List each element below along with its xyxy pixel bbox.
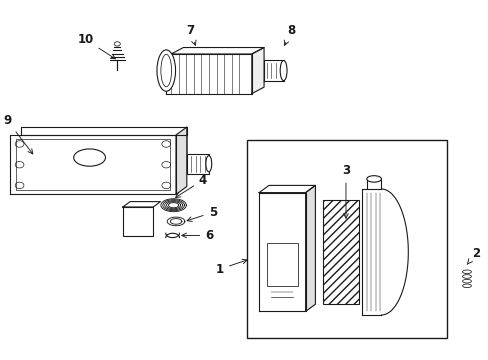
Ellipse shape <box>205 156 211 172</box>
Text: 9: 9 <box>3 114 33 154</box>
Ellipse shape <box>157 50 175 91</box>
Polygon shape <box>259 193 305 311</box>
Ellipse shape <box>462 279 470 283</box>
Polygon shape <box>251 48 264 94</box>
Text: 10: 10 <box>77 33 115 59</box>
Bar <box>16 139 170 190</box>
Bar <box>186 154 208 174</box>
Text: 2: 2 <box>466 247 479 264</box>
Ellipse shape <box>161 54 171 87</box>
Polygon shape <box>381 189 407 315</box>
Text: 6: 6 <box>182 229 213 242</box>
Polygon shape <box>322 200 359 304</box>
Text: 3: 3 <box>341 165 349 218</box>
Polygon shape <box>20 127 186 135</box>
Text: 8: 8 <box>284 24 294 45</box>
Ellipse shape <box>366 176 381 182</box>
Ellipse shape <box>462 284 470 288</box>
Bar <box>122 207 153 236</box>
Ellipse shape <box>74 149 105 166</box>
Polygon shape <box>122 202 160 207</box>
Bar <box>322 200 359 304</box>
Bar <box>266 243 298 286</box>
Text: 1: 1 <box>216 259 246 276</box>
Polygon shape <box>166 54 251 94</box>
Polygon shape <box>305 185 315 311</box>
Polygon shape <box>264 60 283 81</box>
Text: 5: 5 <box>187 206 216 221</box>
Text: 7: 7 <box>186 24 196 45</box>
Polygon shape <box>259 185 315 193</box>
Polygon shape <box>176 127 186 194</box>
Bar <box>246 140 447 338</box>
Ellipse shape <box>280 60 286 81</box>
Text: 4: 4 <box>175 174 206 197</box>
Ellipse shape <box>462 275 470 278</box>
Polygon shape <box>10 135 176 194</box>
Ellipse shape <box>462 270 470 274</box>
Polygon shape <box>171 48 264 54</box>
